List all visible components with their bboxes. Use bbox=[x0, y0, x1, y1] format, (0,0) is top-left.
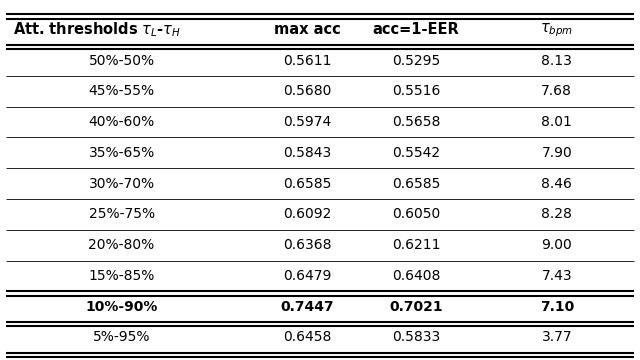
Text: 0.5516: 0.5516 bbox=[392, 84, 440, 98]
Text: 45%-55%: 45%-55% bbox=[88, 84, 155, 98]
Text: 0.6050: 0.6050 bbox=[392, 207, 440, 221]
Text: 8.28: 8.28 bbox=[541, 207, 572, 221]
Text: 8.46: 8.46 bbox=[541, 177, 572, 190]
Text: 0.6585: 0.6585 bbox=[283, 177, 332, 190]
Text: 0.5542: 0.5542 bbox=[392, 146, 440, 160]
Text: 0.6585: 0.6585 bbox=[392, 177, 440, 190]
Text: 3.77: 3.77 bbox=[541, 330, 572, 345]
Text: 7.68: 7.68 bbox=[541, 84, 572, 98]
Text: 7.90: 7.90 bbox=[541, 146, 572, 160]
Text: 0.5680: 0.5680 bbox=[283, 84, 332, 98]
Text: 0.7021: 0.7021 bbox=[389, 300, 443, 314]
Text: 0.6458: 0.6458 bbox=[283, 330, 332, 345]
Text: 25%-75%: 25%-75% bbox=[88, 207, 155, 221]
Text: 40%-60%: 40%-60% bbox=[88, 115, 155, 129]
Text: 5%-95%: 5%-95% bbox=[93, 330, 150, 345]
Text: 7.43: 7.43 bbox=[541, 269, 572, 283]
Text: 35%-65%: 35%-65% bbox=[88, 146, 155, 160]
Text: 8.13: 8.13 bbox=[541, 54, 572, 68]
Text: 0.5843: 0.5843 bbox=[283, 146, 332, 160]
Text: $\tau_{bpm}$: $\tau_{bpm}$ bbox=[540, 21, 573, 39]
Text: Att. thresholds $\tau_L$-$\tau_H$: Att. thresholds $\tau_L$-$\tau_H$ bbox=[13, 21, 181, 39]
Text: acc=1-EER: acc=1-EER bbox=[372, 22, 460, 37]
Text: 9.00: 9.00 bbox=[541, 238, 572, 252]
Text: 0.6368: 0.6368 bbox=[283, 238, 332, 252]
Text: 0.6408: 0.6408 bbox=[392, 269, 440, 283]
Text: 20%-80%: 20%-80% bbox=[88, 238, 155, 252]
Text: 0.6479: 0.6479 bbox=[283, 269, 332, 283]
Text: 0.5611: 0.5611 bbox=[283, 54, 332, 68]
Text: 0.6092: 0.6092 bbox=[283, 207, 332, 221]
Text: 10%-90%: 10%-90% bbox=[85, 300, 158, 314]
Text: 30%-70%: 30%-70% bbox=[88, 177, 155, 190]
Text: max acc: max acc bbox=[274, 22, 340, 37]
Text: 0.6211: 0.6211 bbox=[392, 238, 440, 252]
Text: 8.01: 8.01 bbox=[541, 115, 572, 129]
Text: 0.5974: 0.5974 bbox=[283, 115, 332, 129]
Text: 0.5833: 0.5833 bbox=[392, 330, 440, 345]
Text: 15%-85%: 15%-85% bbox=[88, 269, 155, 283]
Text: 0.5295: 0.5295 bbox=[392, 54, 440, 68]
Text: 50%-50%: 50%-50% bbox=[88, 54, 155, 68]
Text: 0.5658: 0.5658 bbox=[392, 115, 440, 129]
Text: 7.10: 7.10 bbox=[540, 300, 574, 314]
Text: 0.7447: 0.7447 bbox=[280, 300, 334, 314]
